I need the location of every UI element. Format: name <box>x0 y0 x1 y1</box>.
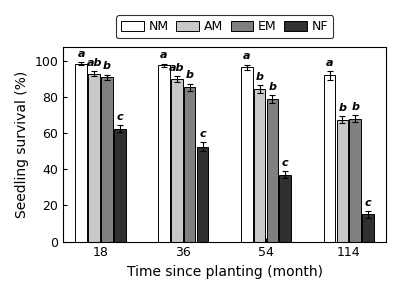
Text: b: b <box>268 82 276 92</box>
Bar <box>362 215 374 242</box>
Bar <box>279 175 291 242</box>
Bar <box>254 89 265 242</box>
Y-axis label: Seedling survival (%): Seedling survival (%) <box>15 71 29 218</box>
Bar <box>88 74 100 242</box>
Text: b: b <box>338 103 346 113</box>
Text: a: a <box>326 58 333 68</box>
Text: b: b <box>351 102 359 112</box>
Text: c: c <box>365 198 371 208</box>
Bar <box>336 120 348 242</box>
X-axis label: Time since planting (month): Time since planting (month) <box>127 265 323 279</box>
Text: b: b <box>103 61 111 71</box>
Legend: NM, AM, EM, NF: NM, AM, EM, NF <box>116 15 333 38</box>
Text: ab: ab <box>86 58 102 68</box>
Bar <box>171 79 182 242</box>
Text: ab: ab <box>169 63 184 73</box>
Bar <box>324 76 335 242</box>
Bar <box>241 67 253 242</box>
Bar <box>75 64 87 242</box>
Text: b: b <box>255 72 263 82</box>
Bar <box>158 66 170 242</box>
Text: a: a <box>160 51 168 61</box>
Bar <box>114 129 126 242</box>
Bar <box>267 99 278 242</box>
Bar <box>101 77 113 242</box>
Text: a: a <box>243 51 251 61</box>
Text: c: c <box>116 112 123 122</box>
Text: c: c <box>199 129 206 139</box>
Text: c: c <box>282 158 289 168</box>
Bar <box>349 119 361 242</box>
Bar <box>184 87 195 242</box>
Bar <box>197 147 208 242</box>
Text: a: a <box>77 49 85 59</box>
Text: b: b <box>186 70 194 80</box>
